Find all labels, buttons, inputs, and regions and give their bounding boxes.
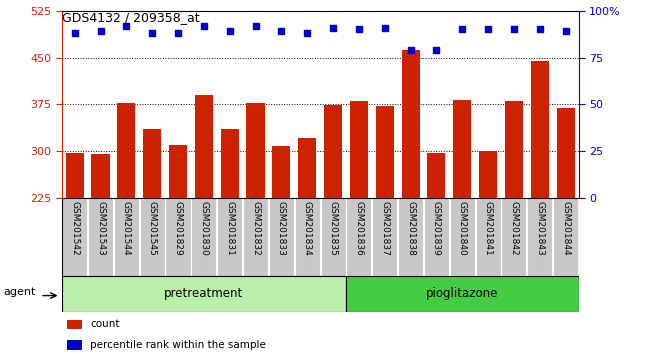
- Bar: [530, 61, 549, 198]
- Text: GSM201542: GSM201542: [70, 201, 79, 255]
- Bar: [62, 276, 346, 312]
- Text: GSM201834: GSM201834: [303, 201, 312, 255]
- Point: [406, 47, 416, 53]
- Text: GSM201545: GSM201545: [148, 201, 157, 255]
- Text: GSM201829: GSM201829: [174, 201, 183, 255]
- Bar: [217, 198, 242, 276]
- Point: [354, 27, 364, 32]
- Text: GSM201838: GSM201838: [406, 201, 415, 256]
- Bar: [88, 198, 113, 276]
- Text: GSM201543: GSM201543: [96, 201, 105, 255]
- Bar: [243, 198, 268, 276]
- Text: GSM201833: GSM201833: [277, 201, 286, 256]
- Bar: [350, 101, 368, 198]
- Bar: [191, 198, 216, 276]
- Text: GSM201832: GSM201832: [251, 201, 260, 255]
- Bar: [67, 320, 83, 329]
- Bar: [427, 153, 445, 198]
- Bar: [501, 198, 526, 276]
- Bar: [220, 130, 239, 198]
- Point: [276, 28, 287, 34]
- Bar: [476, 198, 501, 276]
- Point: [534, 27, 545, 32]
- Bar: [372, 198, 397, 276]
- Point: [483, 27, 493, 32]
- Bar: [424, 198, 449, 276]
- Text: GSM201839: GSM201839: [432, 201, 441, 256]
- Text: GSM201840: GSM201840: [458, 201, 467, 255]
- Bar: [298, 138, 317, 198]
- Bar: [527, 198, 552, 276]
- Point: [328, 25, 338, 30]
- Bar: [269, 198, 294, 276]
- Point: [173, 30, 183, 36]
- Bar: [117, 103, 135, 198]
- Text: percentile rank within the sample: percentile rank within the sample: [90, 339, 266, 350]
- Point: [199, 23, 209, 28]
- Text: GSM201842: GSM201842: [510, 201, 519, 255]
- Bar: [62, 198, 87, 276]
- Bar: [402, 50, 420, 198]
- Bar: [453, 100, 471, 198]
- Point: [509, 27, 519, 32]
- Point: [147, 30, 157, 36]
- Text: pretreatment: pretreatment: [164, 287, 244, 300]
- Bar: [556, 108, 575, 198]
- Point: [431, 47, 441, 53]
- Bar: [114, 198, 139, 276]
- Bar: [553, 198, 578, 276]
- Bar: [346, 198, 371, 276]
- Point: [380, 25, 390, 30]
- Point: [457, 27, 467, 32]
- Point: [121, 23, 131, 28]
- Bar: [346, 276, 578, 312]
- Bar: [246, 103, 265, 198]
- Text: GSM201835: GSM201835: [328, 201, 337, 256]
- Bar: [324, 105, 342, 198]
- Bar: [294, 198, 320, 276]
- Text: GSM201843: GSM201843: [535, 201, 544, 255]
- Bar: [479, 152, 497, 198]
- Bar: [140, 198, 164, 276]
- Point: [96, 28, 106, 34]
- Point: [224, 28, 235, 34]
- Text: GSM201831: GSM201831: [225, 201, 234, 256]
- Bar: [398, 198, 423, 276]
- Bar: [166, 198, 190, 276]
- Point: [302, 30, 313, 36]
- Bar: [67, 341, 83, 350]
- Text: GSM201836: GSM201836: [354, 201, 363, 256]
- Bar: [320, 198, 346, 276]
- Point: [250, 23, 261, 28]
- Text: GSM201841: GSM201841: [484, 201, 493, 255]
- Bar: [272, 146, 291, 198]
- Bar: [169, 145, 187, 198]
- Bar: [66, 153, 84, 198]
- Bar: [450, 198, 474, 276]
- Text: agent: agent: [3, 287, 36, 297]
- Bar: [376, 106, 394, 198]
- Point: [70, 30, 80, 36]
- Bar: [92, 154, 110, 198]
- Text: GSM201544: GSM201544: [122, 201, 131, 255]
- Text: count: count: [90, 319, 120, 329]
- Bar: [195, 95, 213, 198]
- Text: GDS4132 / 209358_at: GDS4132 / 209358_at: [62, 11, 200, 24]
- Text: GSM201844: GSM201844: [561, 201, 570, 255]
- Bar: [143, 130, 161, 198]
- Bar: [505, 101, 523, 198]
- Text: GSM201830: GSM201830: [200, 201, 209, 256]
- Point: [560, 28, 571, 34]
- Text: pioglitazone: pioglitazone: [426, 287, 499, 300]
- Text: GSM201837: GSM201837: [380, 201, 389, 256]
